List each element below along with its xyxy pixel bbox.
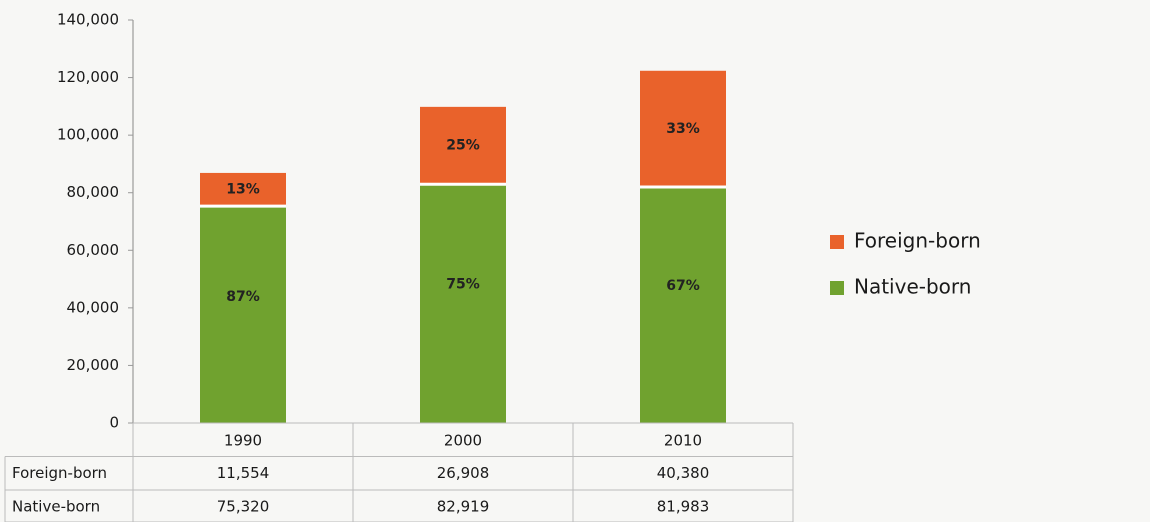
legend-label: Foreign-born: [854, 229, 981, 253]
table-header: 1990: [224, 431, 262, 449]
bar-segment: [420, 106, 506, 185]
legend-swatch: [830, 281, 844, 295]
table-cell: 11,554: [217, 464, 270, 482]
share-label: 87%: [226, 289, 260, 305]
y-tick-label: 40,000: [67, 298, 120, 316]
table-cell: 82,919: [437, 497, 490, 515]
y-tick-label: 120,000: [57, 68, 119, 86]
y-tick-label: 20,000: [67, 356, 120, 374]
legend-label: Native-born: [854, 275, 971, 299]
share-label: 25%: [446, 138, 480, 154]
table-cell: 75,320: [217, 497, 270, 515]
legend-swatch: [830, 235, 844, 249]
bar-segment: [200, 206, 286, 423]
bar-segment: [640, 187, 726, 423]
bar-segment: [420, 184, 506, 423]
table-cell: 26,908: [437, 464, 490, 482]
share-label: 67%: [666, 278, 700, 294]
table-header: 2000: [444, 431, 482, 449]
share-label: 13%: [226, 182, 260, 198]
y-tick-label: 100,000: [57, 126, 119, 144]
table-cell: 81,983: [657, 497, 710, 515]
y-tick-label: 80,000: [67, 183, 120, 201]
share-label: 75%: [446, 277, 480, 293]
table-header: 2010: [664, 431, 702, 449]
y-tick-label: 0: [109, 414, 119, 432]
bar-segment: [640, 70, 726, 188]
y-tick-label: 60,000: [67, 241, 120, 259]
y-tick-label: 140,000: [57, 11, 119, 29]
bar-segment: [200, 172, 286, 207]
table-row-label: Foreign-born: [12, 464, 107, 482]
share-label: 33%: [666, 121, 700, 137]
table-row-label: Native-born: [12, 497, 100, 515]
table-cell: 40,380: [657, 464, 710, 482]
